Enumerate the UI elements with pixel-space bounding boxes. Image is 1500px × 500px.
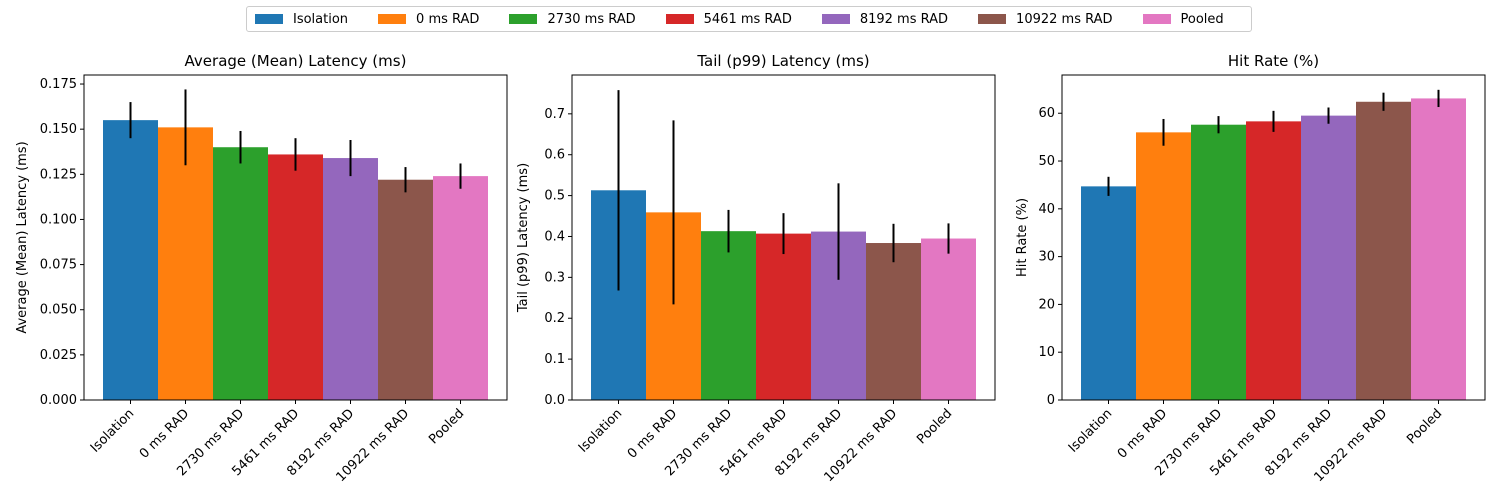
x-tick-label: Isolation	[88, 406, 138, 456]
y-tick-label: 20	[1038, 297, 1055, 312]
bar	[323, 158, 378, 400]
y-tick-label: 0.175	[40, 77, 77, 92]
y-tick-label: 0.1	[544, 352, 565, 367]
legend-label: 8192 ms RAD	[859, 11, 949, 27]
bar	[378, 179, 433, 400]
legend-swatch	[1142, 14, 1171, 24]
y-tick-label: 0.3	[544, 270, 565, 285]
bar	[1081, 186, 1136, 400]
chart-panel: 0.0 0.1 0.2 0.3 0.4 0.5 0.6 0.7 Isolation 0 ms RA…	[516, 52, 996, 485]
legend-swatch	[821, 14, 850, 24]
x-tick-label: Isolation	[576, 406, 626, 456]
legend-item: Isolation	[255, 12, 348, 27]
y-tick-label: 60	[1038, 106, 1055, 121]
chart-panel: 0.000 0.025 0.050 0.075 0.100 0.125 0.150 0.175…	[15, 52, 508, 485]
y-axis-label: Tail (p99) Latency (ms)	[516, 163, 531, 313]
x-tick-label: Isolation	[1066, 406, 1116, 456]
legend-item: 8192 ms RAD	[821, 11, 949, 27]
x-tick-label: 0 ms RAD	[1115, 406, 1170, 461]
y-tick-label: 0.0	[544, 393, 565, 408]
bar	[701, 231, 756, 400]
y-tick-label: 40	[1038, 202, 1055, 217]
x-tick-label: Pooled	[1404, 406, 1445, 447]
bar	[433, 176, 488, 400]
legend-label: 10922 ms RAD	[1016, 11, 1113, 27]
bar	[921, 238, 976, 400]
legend-label: 2730 ms RAD	[547, 11, 636, 27]
bar	[756, 233, 811, 400]
bar	[1356, 101, 1411, 400]
legend-swatch	[665, 14, 694, 24]
legend-label: 5461 ms RAD	[703, 11, 792, 27]
bar	[1246, 121, 1301, 400]
y-tick-label: 50	[1038, 154, 1055, 169]
y-axis-label: Average (Mean) Latency (ms)	[15, 141, 30, 333]
legend-item: 2730 ms RAD	[509, 11, 636, 27]
y-tick-label: 0.050	[40, 303, 77, 318]
legend-swatch	[978, 14, 1007, 24]
legend-label: Isolation	[293, 11, 349, 27]
legend-swatch	[378, 14, 407, 24]
y-tick-label: 0	[1047, 393, 1055, 408]
legend-item: 0 ms RAD	[378, 12, 479, 27]
bar	[103, 120, 158, 400]
legend-swatch	[255, 14, 283, 24]
bar	[1301, 115, 1356, 400]
y-tick-label: 0.4	[544, 229, 565, 244]
y-tick-label: 0.025	[40, 348, 77, 363]
y-tick-label: 0.075	[40, 258, 77, 273]
x-tick-label: 0 ms RAD	[137, 406, 192, 461]
chart-legend: Isolation 0 ms RAD 2730 ms RAD 5461 ms RAD 8…	[246, 6, 1252, 32]
chart-title: Tail (p99) Latency (ms)	[696, 52, 869, 70]
y-tick-label: 0.2	[544, 311, 565, 326]
y-tick-label: 0.000	[40, 393, 77, 408]
bar	[866, 243, 921, 400]
bar	[268, 154, 323, 400]
y-tick-label: 0.5	[544, 189, 565, 204]
x-tick-label: Pooled	[914, 406, 955, 447]
bar	[1191, 124, 1246, 401]
chart-title: Average (Mean) Latency (ms)	[185, 52, 407, 70]
y-tick-label: 0.150	[40, 122, 77, 137]
y-tick-label: 10	[1038, 345, 1055, 360]
bar	[213, 147, 268, 400]
bar	[1136, 132, 1191, 400]
bar	[1411, 98, 1466, 400]
chart-title: Hit Rate (%)	[1228, 52, 1319, 70]
legend-item: 5461 ms RAD	[665, 11, 792, 27]
y-tick-label: 0.6	[544, 148, 565, 163]
legend-label: Pooled	[1180, 11, 1224, 27]
legend-swatch	[509, 14, 538, 24]
y-tick-label: 0.100	[40, 212, 77, 227]
bar	[158, 127, 213, 400]
x-tick-label: Pooled	[426, 406, 467, 447]
y-tick-label: 0.7	[544, 107, 565, 122]
y-tick-label: 0.125	[40, 167, 77, 182]
y-axis-label: Hit Rate (%)	[1015, 198, 1030, 277]
legend-item: Pooled	[1142, 11, 1224, 27]
y-tick-label: 30	[1038, 250, 1055, 265]
x-tick-label: 0 ms RAD	[625, 406, 680, 461]
legend-item: 10922 ms RAD	[978, 11, 1113, 27]
legend-label: 0 ms RAD	[416, 11, 480, 27]
